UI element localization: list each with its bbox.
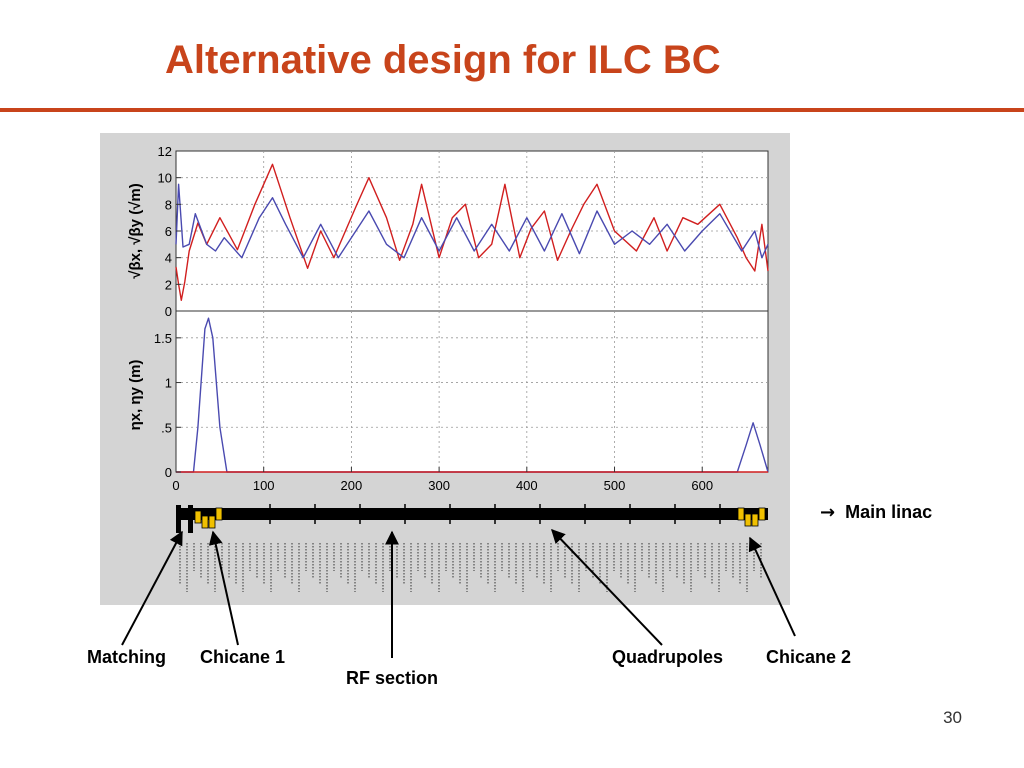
dispersion-panel: 0 .5 1 1.5 0 100 200 300 400 500 600 ηx, ηy (m) xyxy=(127,310,769,493)
beta-panel: 0 2 4 6 8 10 12 √βx, √βy (√m) xyxy=(127,144,769,319)
title-rule xyxy=(0,108,1024,112)
beta-ytick-label: 4 xyxy=(165,251,172,266)
slide-title: Alternative design for ILC BC xyxy=(165,38,721,82)
chicane1-label: Chicane 1 xyxy=(200,647,286,667)
dispersion-y-ticks: 0 .5 1 1.5 xyxy=(154,331,181,480)
dispersion-grid xyxy=(176,311,768,472)
x-tick-label: 600 xyxy=(691,478,713,493)
dispersion-ytick-label: .5 xyxy=(161,420,172,435)
rf-section-label: RF section xyxy=(346,668,439,688)
chicane1-dipole-2 xyxy=(201,515,209,529)
matching-quad-2 xyxy=(188,505,193,533)
beta-ytick-label: 8 xyxy=(165,197,172,212)
chicane1-dipole-1 xyxy=(194,510,202,524)
x-axis-ticks: 0 100 200 300 400 500 600 xyxy=(172,467,713,493)
chicane2-dipole-1 xyxy=(737,507,745,521)
dispersion-ytick-label: 1.5 xyxy=(154,331,172,346)
x-tick-label: 100 xyxy=(253,478,275,493)
beamline-lattice xyxy=(176,504,768,592)
dispersion-series-group xyxy=(176,317,769,473)
matching-quad-1 xyxy=(176,505,181,533)
beta-ytick-label: 10 xyxy=(158,171,172,186)
x-tick-label: 300 xyxy=(428,478,450,493)
page-number: 30 xyxy=(943,708,962,727)
beta-series-group xyxy=(175,163,769,302)
beta-series-line-1 xyxy=(175,183,769,259)
beta-ytick-label: 0 xyxy=(165,304,172,319)
x-tick-label: 0 xyxy=(172,478,179,493)
optics-plot: 0 2 4 6 8 10 12 √βx, √βy (√m) 0 .5 1 1.5 0 100 200 3… xyxy=(127,144,769,592)
right-arrow-icon: → xyxy=(820,502,836,523)
beta-ytick-label: 2 xyxy=(165,277,172,292)
beta-series-line-0 xyxy=(175,163,769,302)
main-linac-callout: → Main linac xyxy=(820,502,932,523)
x-tick-label: 400 xyxy=(516,478,538,493)
chicane1-dipole-4 xyxy=(215,507,223,521)
dispersion-series-line-0 xyxy=(176,317,769,473)
chicane2-dipole-2 xyxy=(744,513,752,527)
chicane2-dipole-4 xyxy=(758,507,766,521)
beta-ytick-label: 12 xyxy=(158,144,172,159)
dispersion-ytick-label: 0 xyxy=(165,465,172,480)
dispersion-panel-frame xyxy=(175,310,769,473)
chicane1-dipole-3 xyxy=(208,515,216,529)
dispersion-ytick-label: 1 xyxy=(165,376,172,391)
element-label-strip xyxy=(179,543,762,592)
x-tick-label: 500 xyxy=(604,478,626,493)
main-linac-label: Main linac xyxy=(845,502,933,522)
dispersion-y-axis-label: ηx, ηy (m) xyxy=(127,360,144,431)
plot-area: 0 2 4 6 8 10 12 √βx, √βy (√m) 0 .5 1 1.5 0 100 200 3… xyxy=(100,133,790,605)
chicane2-label: Chicane 2 xyxy=(766,647,852,667)
quadrupole-markers xyxy=(269,504,721,524)
beta-ytick-label: 6 xyxy=(165,224,172,239)
quadrupoles-label: Quadrupoles xyxy=(612,647,724,667)
x-tick-label: 200 xyxy=(341,478,363,493)
beta-y-axis-label: √βx, √βy (√m) xyxy=(127,183,144,279)
matching-label: Matching xyxy=(87,647,166,667)
beamline-base xyxy=(176,508,768,520)
chicane2-dipole-3 xyxy=(751,513,759,527)
